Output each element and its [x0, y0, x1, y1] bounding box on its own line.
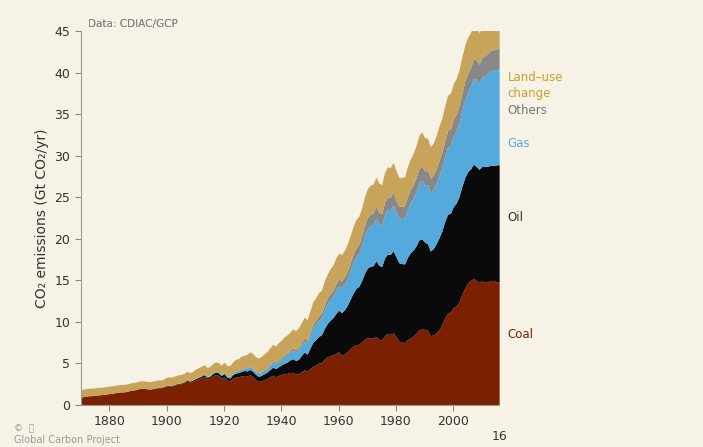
- Text: Coal: Coal: [508, 328, 534, 341]
- Text: ©  ⓘ: © ⓘ: [14, 425, 34, 434]
- Text: Land–use
change: Land–use change: [508, 71, 563, 100]
- Text: 16: 16: [491, 430, 507, 443]
- Text: Data: CDIAC/GCP: Data: CDIAC/GCP: [88, 19, 178, 29]
- Text: Data: CDIAC/GCP: Data: CDIAC/GCP: [88, 19, 178, 29]
- Text: Others: Others: [508, 104, 548, 117]
- Text: Oil: Oil: [508, 211, 524, 224]
- Y-axis label: CO₂ emissions (Gt CO₂/yr): CO₂ emissions (Gt CO₂/yr): [35, 128, 49, 308]
- Text: Global Carbon Project: Global Carbon Project: [14, 435, 120, 445]
- Text: Gas: Gas: [508, 137, 530, 150]
